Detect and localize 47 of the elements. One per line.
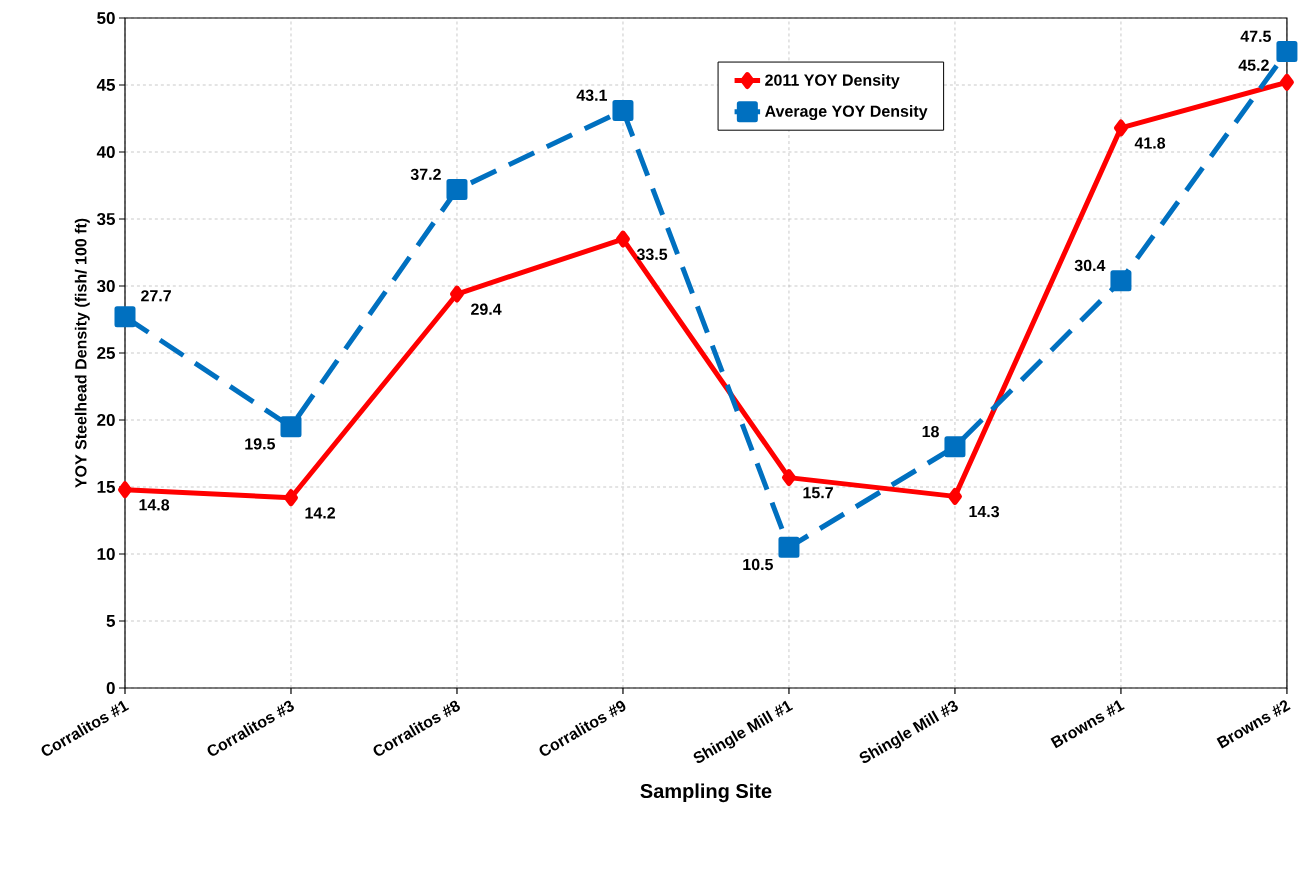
point: [944, 436, 966, 458]
data-label: 41.8: [1134, 137, 1166, 149]
data-label: 15.7: [803, 487, 833, 499]
data-label: 45.2: [1238, 59, 1269, 71]
y-tick-label: 50: [97, 11, 115, 25]
y-tick-label: 25: [97, 346, 116, 360]
point: [781, 469, 796, 487]
y-tick-label: 45: [96, 79, 116, 91]
legend-label: 2011 YOY Density: [765, 74, 900, 89]
y-tick-label: 0: [106, 681, 115, 695]
x-axis-title: Sampling Site: [640, 783, 772, 803]
y-tick-label: 5: [106, 615, 116, 627]
y-tick-label: 30: [96, 279, 115, 293]
data-label: 43.1: [576, 89, 607, 101]
y-tick-label: 40: [96, 145, 115, 159]
point: [283, 489, 298, 507]
point: [446, 179, 468, 201]
data-label: 47.5: [1240, 30, 1271, 42]
data-label: 30.4: [1074, 259, 1106, 272]
point: [1279, 73, 1294, 91]
point: [114, 306, 136, 328]
data-label: 14.2: [305, 507, 336, 519]
data-label: 29.4: [471, 303, 502, 315]
data-label: 14.3: [969, 505, 1000, 518]
legend-label: Average YOY Density: [764, 105, 928, 121]
point: [947, 487, 962, 505]
data-label: 10.5: [743, 558, 773, 571]
point: [449, 285, 464, 303]
data-label: 19.5: [245, 438, 276, 450]
data-label: 33.5: [636, 248, 668, 260]
point: [280, 416, 302, 438]
point: [612, 99, 634, 121]
y-axis-title: YOY Steelhead Density (fish/ 100 ft): [74, 218, 90, 488]
point: [1276, 41, 1298, 62]
y-tick-label: 15: [97, 481, 116, 493]
point: [118, 481, 132, 499]
point: [1113, 119, 1128, 137]
data-label: 18: [922, 425, 939, 438]
y-tick-label: 20: [97, 413, 115, 427]
data-label: 14.8: [139, 499, 170, 511]
point: [615, 230, 630, 248]
y-tick-label: 35: [96, 212, 116, 226]
data-label: 37.2: [410, 168, 441, 181]
point: [778, 536, 800, 558]
y-tick-label: 10: [97, 547, 115, 561]
data-label: 27.7: [141, 290, 171, 302]
point: [1110, 270, 1132, 292]
